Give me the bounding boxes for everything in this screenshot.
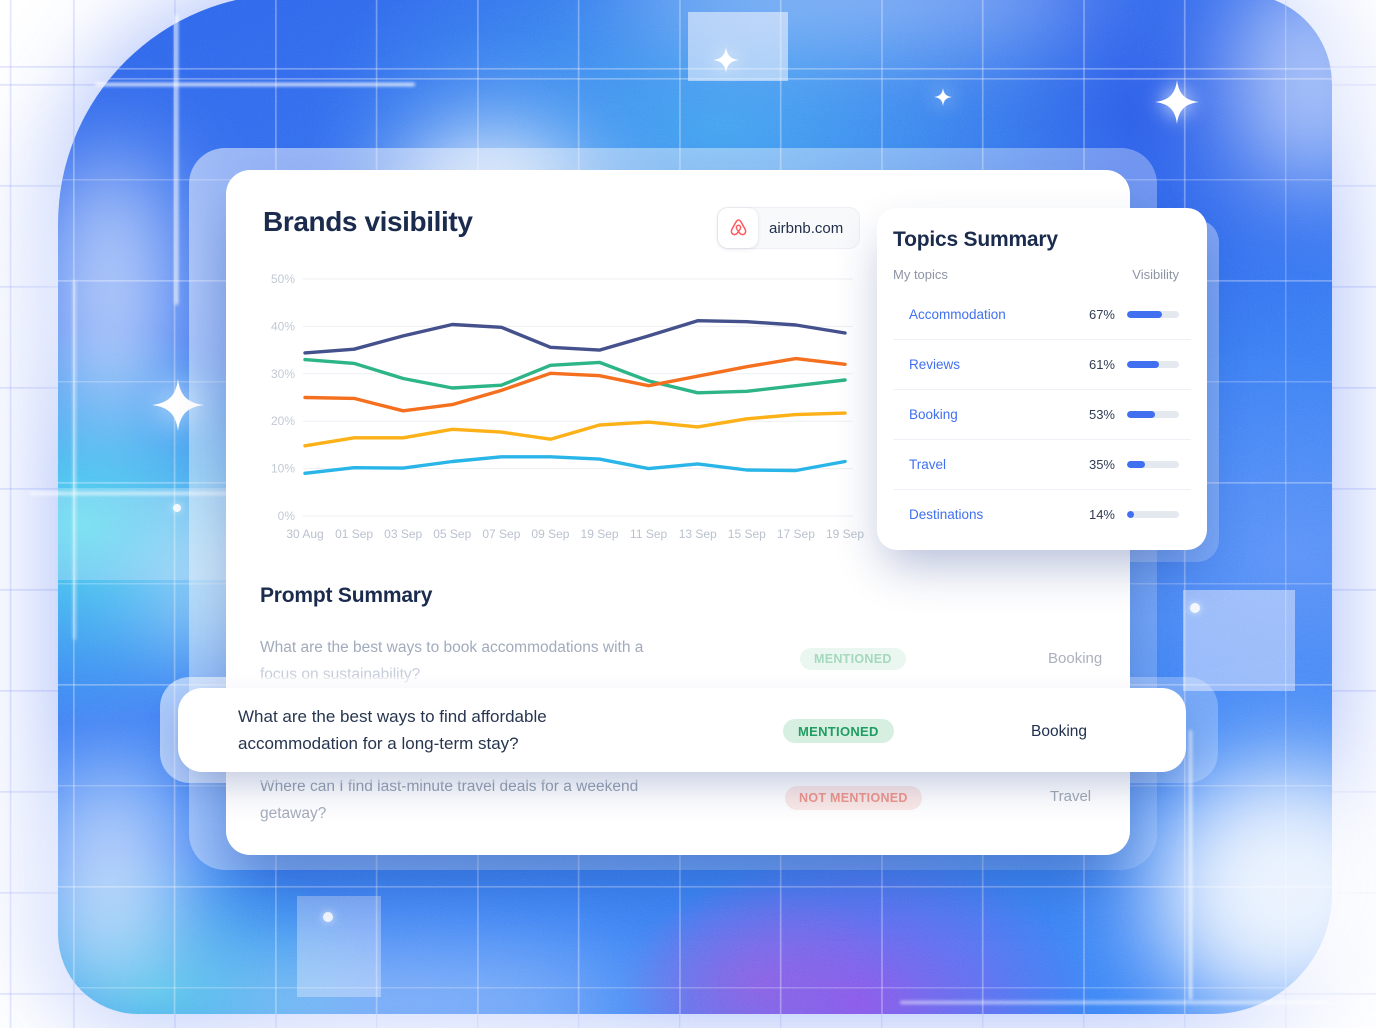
status-badge: NOT MENTIONED bbox=[785, 786, 922, 810]
sparkle-dot bbox=[173, 504, 181, 512]
grid-streak bbox=[900, 1001, 1330, 1004]
fog-blob bbox=[1230, 0, 1376, 190]
column-header-my-topics: My topics bbox=[893, 267, 948, 282]
svg-text:40%: 40% bbox=[271, 319, 295, 333]
topics-summary-card: Topics Summary My topics Visibility Acco… bbox=[877, 208, 1207, 550]
svg-text:05 Sep: 05 Sep bbox=[433, 527, 471, 541]
svg-text:09 Sep: 09 Sep bbox=[531, 527, 569, 541]
fog-blob bbox=[55, 150, 165, 430]
topic-row: Travel 35% bbox=[893, 439, 1191, 489]
svg-text:03 Sep: 03 Sep bbox=[384, 527, 422, 541]
sparkle-dot bbox=[323, 912, 333, 922]
topic-link[interactable]: Reviews bbox=[909, 357, 961, 372]
visibility-bar-fill bbox=[1127, 361, 1159, 368]
sparkle-icon bbox=[713, 47, 739, 73]
grid-streak bbox=[1189, 730, 1192, 1000]
sparkle-icon bbox=[152, 379, 204, 431]
status-badge: MENTIONED bbox=[783, 719, 894, 743]
topic-row: Booking 53% bbox=[893, 389, 1191, 439]
prompt-row-highlighted[interactable]: What are the best ways to find affordabl… bbox=[178, 688, 1186, 772]
visibility-percent: 35% bbox=[1088, 457, 1115, 472]
visibility-bar bbox=[1127, 361, 1179, 368]
airbnb-belo-icon bbox=[718, 208, 758, 248]
svg-text:11 Sep: 11 Sep bbox=[630, 527, 667, 541]
prompt-topic: Booking bbox=[1048, 650, 1103, 667]
prompt-topic: Travel bbox=[1050, 788, 1092, 805]
visibility-bar-fill bbox=[1127, 461, 1146, 468]
grid-streak bbox=[95, 83, 415, 86]
visibility-percent: 53% bbox=[1088, 407, 1115, 422]
domain-selector[interactable]: airbnb.com bbox=[717, 207, 861, 249]
visibility-bar bbox=[1127, 311, 1179, 318]
grid-streak bbox=[73, 280, 76, 640]
svg-text:30%: 30% bbox=[271, 367, 295, 381]
visibility-bar bbox=[1127, 411, 1179, 418]
prompt-topic: Booking bbox=[1031, 723, 1088, 740]
topics-list: Accommodation 67% Reviews 61% Booking 53… bbox=[893, 290, 1191, 539]
visibility-percent: 14% bbox=[1088, 507, 1115, 522]
topic-link[interactable]: Travel bbox=[909, 457, 947, 472]
fog-blob bbox=[1150, 760, 1376, 1020]
topic-link[interactable]: Accommodation bbox=[909, 307, 1006, 322]
page-title: Brands visibility bbox=[263, 206, 473, 237]
svg-text:13 Sep: 13 Sep bbox=[679, 527, 717, 541]
grid-streak bbox=[175, 15, 178, 305]
visibility-bar bbox=[1127, 461, 1179, 468]
sparkle-icon bbox=[1155, 80, 1199, 124]
visibility-bar-fill bbox=[1127, 411, 1155, 418]
svg-text:30 Aug: 30 Aug bbox=[286, 527, 323, 541]
prompt-summary-heading: Prompt Summary bbox=[260, 584, 433, 607]
visibility-bar-fill bbox=[1127, 511, 1135, 518]
fog-blob bbox=[40, 760, 180, 1000]
svg-text:50%: 50% bbox=[271, 272, 295, 286]
topic-link[interactable]: Destinations bbox=[909, 507, 984, 522]
fog-blob bbox=[180, 960, 640, 1028]
svg-text:01 Sep: 01 Sep bbox=[335, 527, 373, 541]
topic-row: Accommodation 67% bbox=[893, 290, 1191, 339]
svg-text:17 Sep: 17 Sep bbox=[777, 527, 815, 541]
brands-visibility-chart: 50% 40% 30% 20% 10% 0% 30 Aug 01 Sep 03 Sep 05 Se… bbox=[271, 272, 864, 541]
sparkle-icon bbox=[934, 88, 952, 106]
topic-row: Reviews 61% bbox=[893, 339, 1191, 389]
svg-text:20%: 20% bbox=[271, 414, 295, 428]
visibility-percent: 61% bbox=[1088, 357, 1115, 372]
svg-text:19 Sep: 19 Sep bbox=[826, 527, 864, 541]
domain-badge-label: airbnb.com bbox=[769, 219, 844, 237]
status-badge: MENTIONED bbox=[800, 648, 906, 670]
column-header-visibility: Visibility bbox=[1132, 267, 1179, 282]
svg-text:0%: 0% bbox=[278, 509, 296, 523]
svg-text:10%: 10% bbox=[271, 462, 295, 476]
svg-text:19 Sep: 19 Sep bbox=[581, 527, 619, 541]
topic-row: Destinations 14% bbox=[893, 489, 1191, 539]
topics-summary-title: Topics Summary bbox=[893, 228, 1058, 251]
topic-link[interactable]: Booking bbox=[909, 407, 958, 422]
svg-text:07 Sep: 07 Sep bbox=[482, 527, 520, 541]
prompt-text: What are the best ways to find affordabl… bbox=[238, 707, 547, 753]
svg-text:15 Sep: 15 Sep bbox=[728, 527, 766, 541]
visibility-percent: 67% bbox=[1088, 307, 1115, 322]
visibility-bar bbox=[1127, 511, 1179, 518]
sparkle-dot bbox=[1190, 603, 1200, 613]
visibility-bar-fill bbox=[1127, 311, 1162, 318]
